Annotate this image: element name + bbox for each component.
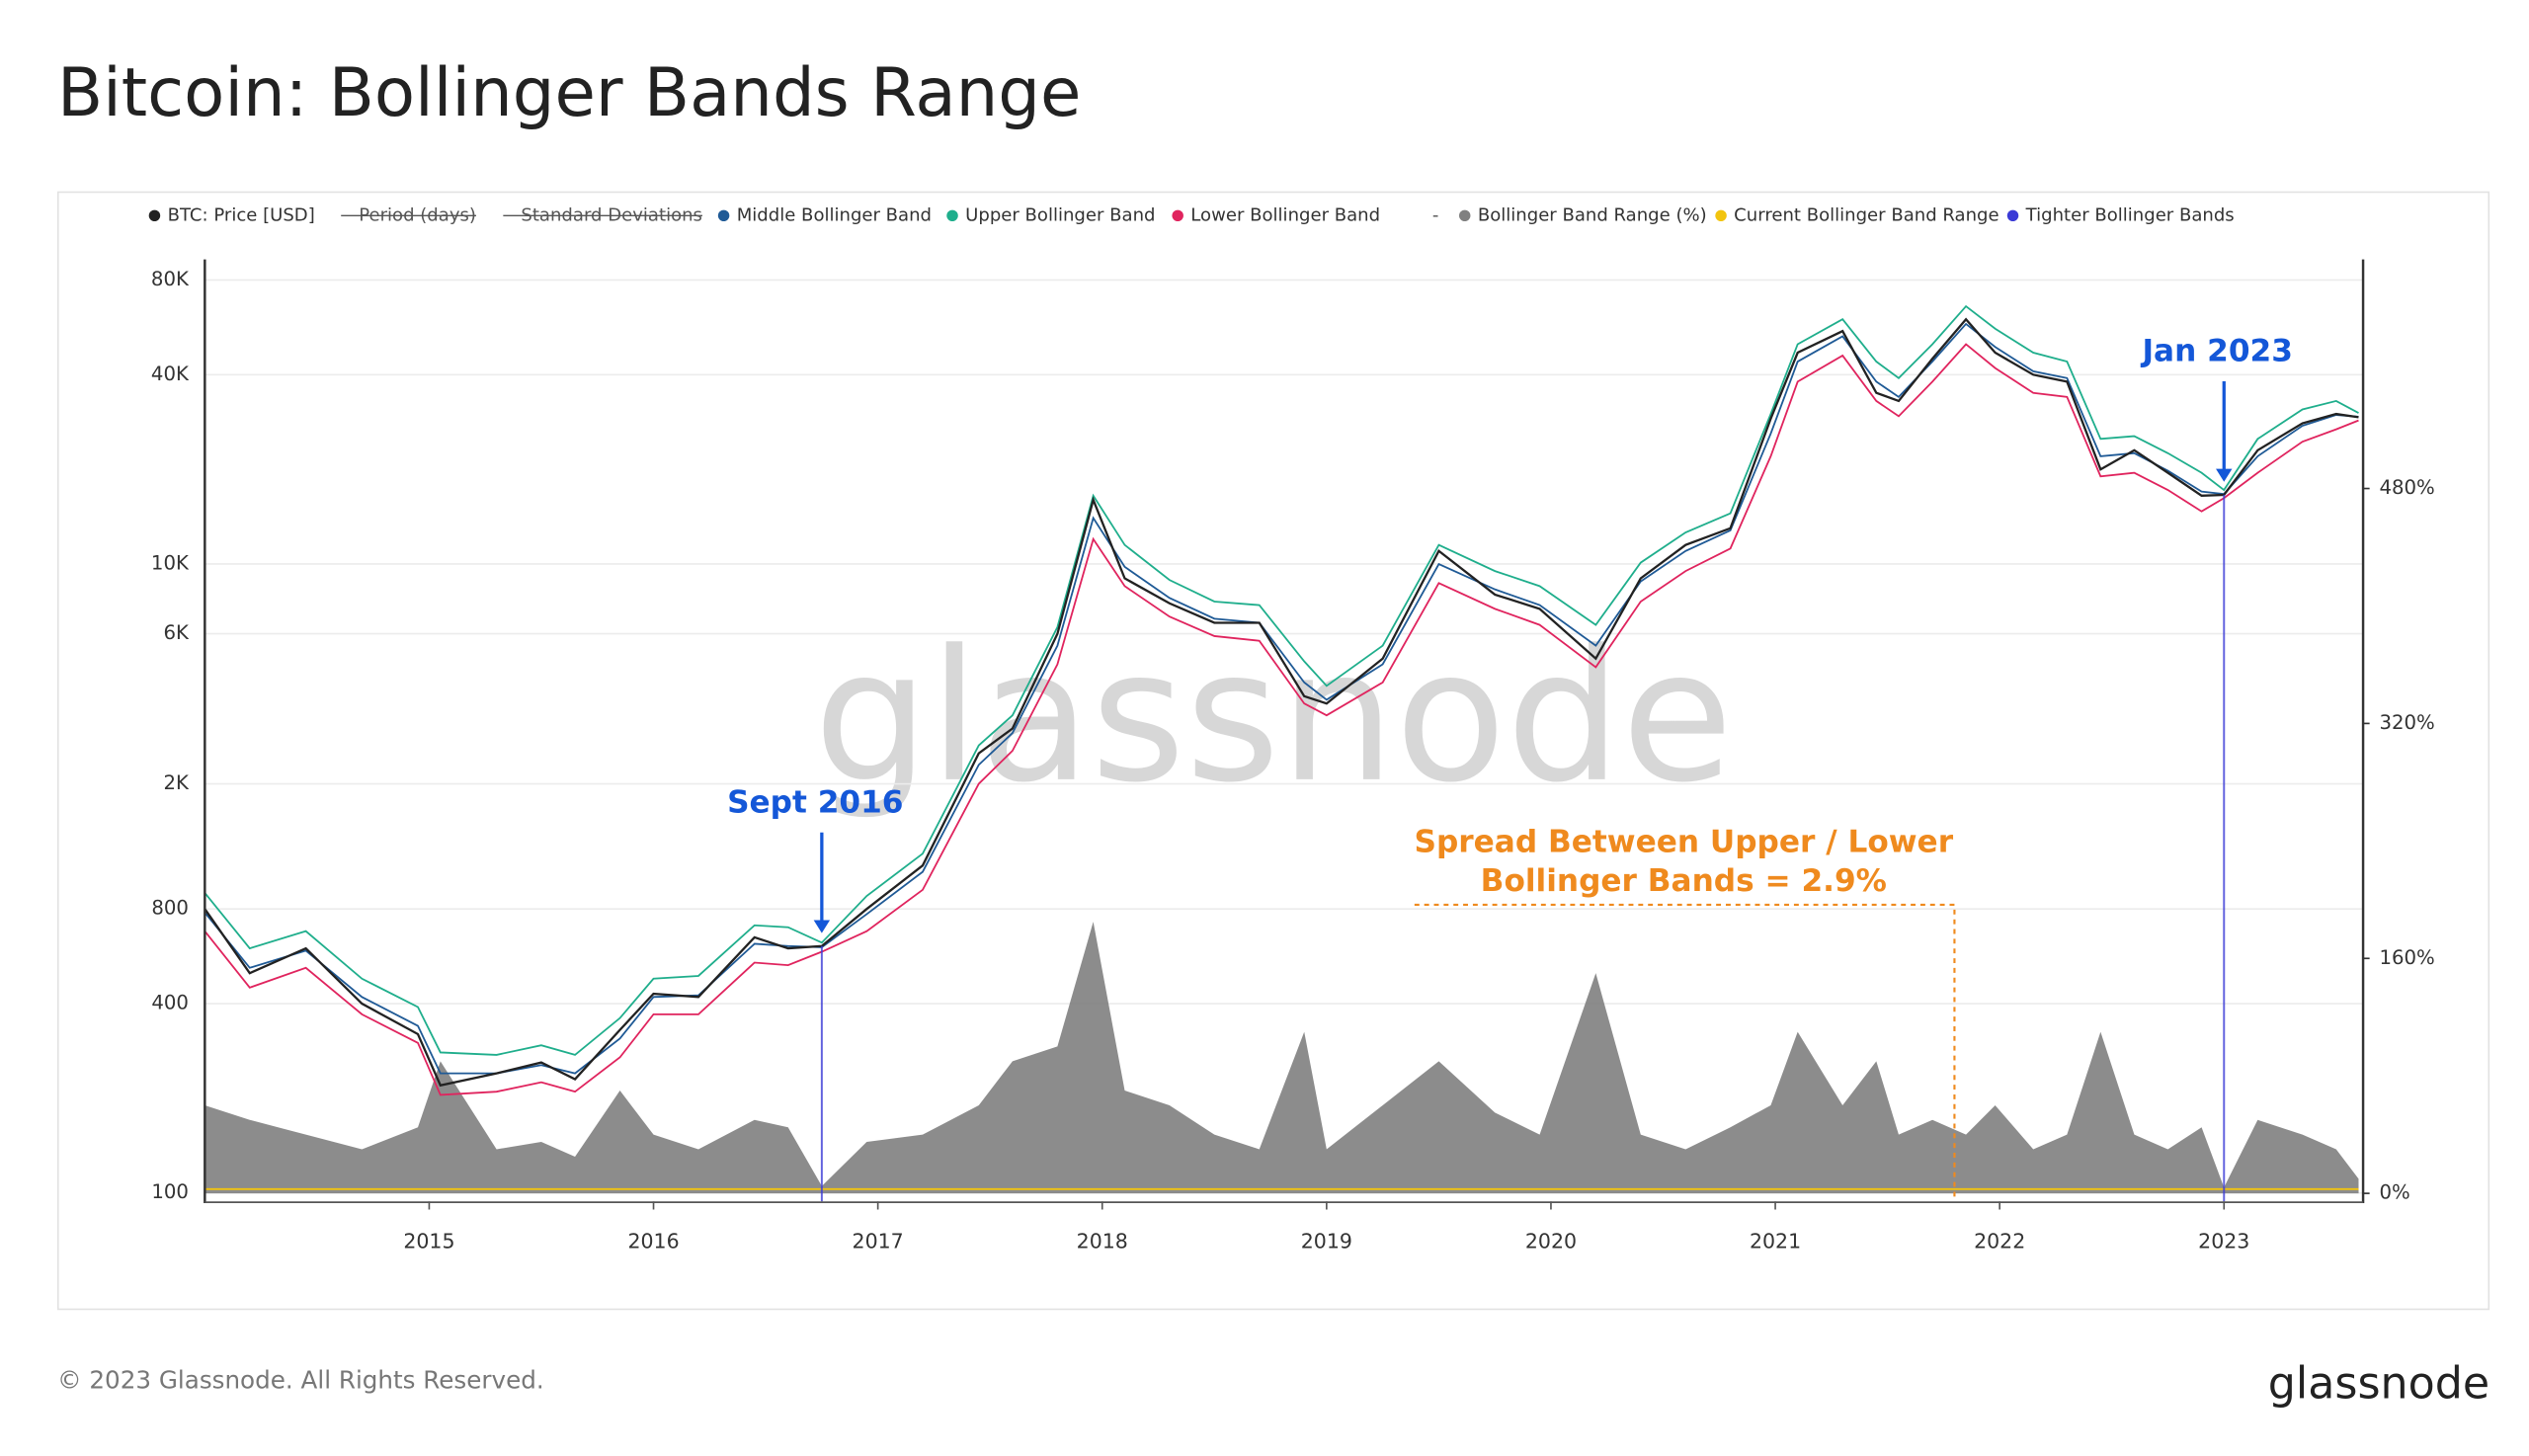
copyright: © 2023 Glassnode. All Rights Reserved. [57, 1365, 544, 1394]
legend-label: Lower Bollinger Band [1190, 204, 1380, 225]
range-area [204, 922, 2359, 1194]
legend-marker [1172, 209, 1183, 222]
y-tick-label: 6K [163, 621, 190, 644]
y-tick-label: 40K [151, 363, 190, 385]
legend-marker [946, 209, 958, 222]
y2-tick-label: 0% [2379, 1181, 2409, 1204]
annotation-arrowhead [2216, 468, 2233, 482]
y2-tick-label: 320% [2379, 711, 2434, 734]
y-tick-label: 80K [151, 268, 190, 290]
annotation: Jan 2023 [2140, 333, 2292, 368]
legend-label: BTC: Price [USD] [168, 204, 315, 225]
y-tick-label: 400 [151, 992, 189, 1014]
legend-marker [2006, 209, 2019, 222]
plot [204, 304, 2359, 1202]
y-tick-label: 100 [151, 1180, 189, 1203]
legend-marker [717, 209, 730, 222]
annotation-arrowhead [813, 920, 831, 933]
y2-tick-label: 480% [2379, 476, 2434, 499]
spread-note: Bollinger Bands = 2.9% [1481, 863, 1887, 899]
x-tick-label: 2019 [1301, 1229, 1352, 1253]
x-tick-label: 2018 [1077, 1229, 1128, 1253]
x-tick-label: 2023 [2198, 1229, 2249, 1253]
x-tick-label: 2016 [627, 1229, 679, 1253]
legend-label-disabled: - [1432, 204, 1439, 225]
legend-marker [1458, 209, 1471, 222]
legend-label: Upper Bollinger Band [965, 204, 1155, 225]
x-tick-label: 2022 [1974, 1229, 2025, 1253]
spread-bracket [1414, 903, 1956, 1202]
legend-label: Middle Bollinger Band [737, 204, 932, 225]
spread-note: Spread Between Upper / Lower [1415, 825, 1954, 860]
logo: glassnode [2268, 1358, 2489, 1409]
y-tick-label: 2K [163, 771, 190, 794]
series-line [204, 343, 2359, 1096]
y2-tick-label: 160% [2379, 946, 2434, 969]
annotation: Sept 2016 [727, 784, 903, 820]
x-tick-label: 2021 [1750, 1229, 1801, 1253]
axes: Spread Between Upper / Lower Bollinger B… [151, 259, 2435, 1253]
legend-label: Bollinger Band Range (%) [1478, 204, 1707, 225]
chart-title: Bitcoin: Bollinger Bands Range [57, 54, 1081, 131]
legend-marker [1715, 209, 1727, 222]
chart-frame [56, 191, 2490, 1311]
series-line [204, 304, 2359, 1056]
x-tick-label: 2020 [1525, 1229, 1577, 1253]
legend-label: Tighter Bollinger Bands [2025, 204, 2235, 225]
watermark: glassnode [814, 611, 1734, 823]
legend-label: Current Bollinger Band Range [1734, 204, 1999, 225]
x-tick-label: 2015 [403, 1229, 454, 1253]
legend: BTC: Price [USD] Period (days) Standard De… [148, 204, 2235, 225]
x-tick-label: 2017 [853, 1229, 904, 1253]
y-tick-label: 10K [151, 551, 190, 574]
legend-marker [148, 209, 161, 222]
series-line [204, 317, 2359, 1088]
y-tick-label: 800 [151, 897, 189, 920]
